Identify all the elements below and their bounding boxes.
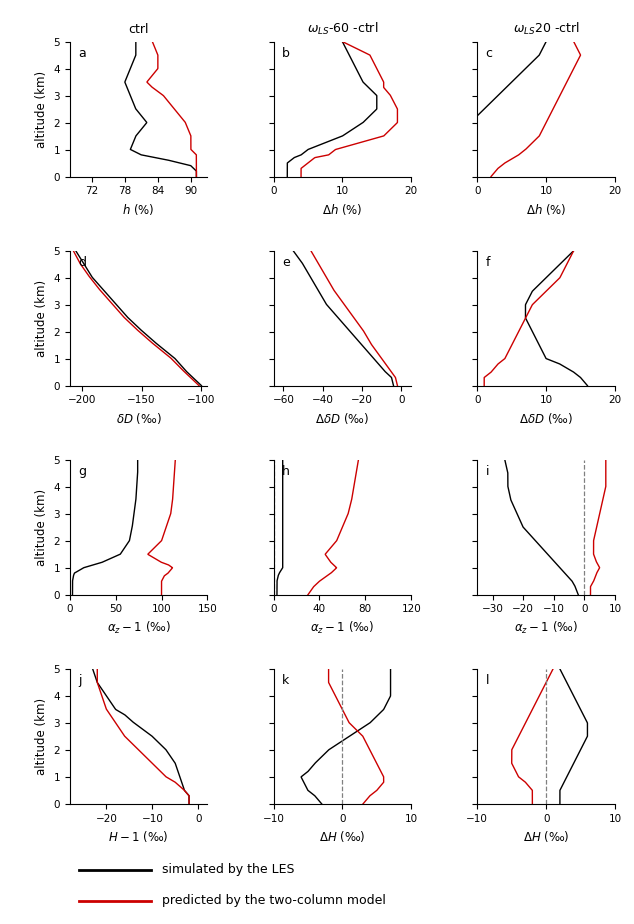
Y-axis label: altitude (km): altitude (km) (35, 280, 48, 357)
Text: f: f (486, 256, 490, 269)
Text: predicted by the two-column model: predicted by the two-column model (162, 894, 386, 907)
Text: k: k (281, 675, 289, 687)
Text: g: g (78, 465, 86, 479)
X-axis label: $\Delta H$ (‰): $\Delta H$ (‰) (319, 829, 366, 845)
X-axis label: $h$ (%): $h$ (%) (122, 201, 155, 217)
X-axis label: $\Delta H$ (‰): $\Delta H$ (‰) (523, 829, 569, 845)
X-axis label: $\alpha_z - 1$ (‰): $\alpha_z - 1$ (‰) (311, 620, 374, 636)
Text: a: a (78, 47, 86, 60)
X-axis label: $\Delta h$ (%): $\Delta h$ (%) (526, 201, 566, 217)
Y-axis label: altitude (km): altitude (km) (35, 698, 48, 775)
X-axis label: $\Delta\delta D$ (‰): $\Delta\delta D$ (‰) (315, 411, 370, 426)
Title: ctrl: ctrl (128, 23, 149, 36)
X-axis label: $\delta D$ (‰): $\delta D$ (‰) (115, 411, 162, 426)
Text: e: e (281, 256, 290, 269)
X-axis label: $\alpha_z - 1$ (‰): $\alpha_z - 1$ (‰) (514, 620, 578, 636)
Y-axis label: altitude (km): altitude (km) (35, 489, 48, 565)
Text: i: i (486, 465, 489, 479)
Title: $\omega_{LS}$-60 -ctrl: $\omega_{LS}$-60 -ctrl (307, 21, 378, 37)
Text: simulated by the LES: simulated by the LES (162, 863, 295, 876)
Text: c: c (486, 47, 493, 60)
Text: j: j (78, 675, 82, 687)
Text: b: b (281, 47, 290, 60)
X-axis label: $\Delta h$ (%): $\Delta h$ (%) (322, 201, 363, 217)
X-axis label: $\Delta\delta D$ (‰): $\Delta\delta D$ (‰) (519, 411, 573, 426)
Text: d: d (78, 256, 86, 269)
Y-axis label: altitude (km): altitude (km) (35, 70, 48, 148)
Text: h: h (281, 465, 290, 479)
X-axis label: $H - 1$ (‰): $H - 1$ (‰) (108, 829, 169, 845)
Text: l: l (486, 675, 489, 687)
Title: $\omega_{LS}$20 -ctrl: $\omega_{LS}$20 -ctrl (513, 21, 579, 37)
X-axis label: $\alpha_z - 1$ (‰): $\alpha_z - 1$ (‰) (107, 620, 171, 636)
